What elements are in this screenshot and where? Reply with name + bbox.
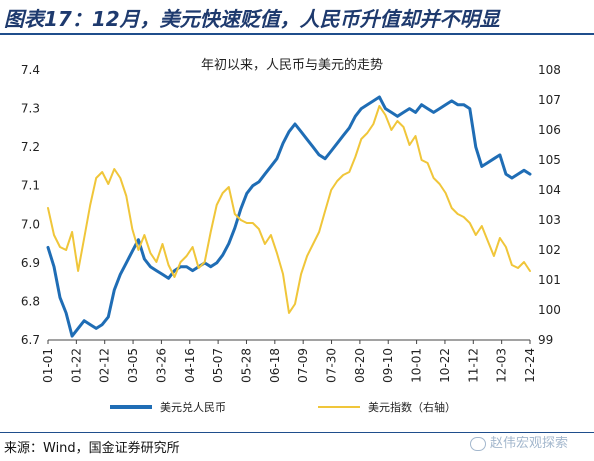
left-tick-label: 6.8 — [21, 294, 40, 308]
x-tick-label: 12-03 — [495, 348, 509, 383]
x-tick-label: 07-09 — [296, 348, 310, 383]
right-tick-label: 105 — [538, 153, 561, 167]
wechat-icon — [470, 436, 486, 451]
x-tick-label: 01-22 — [69, 348, 83, 383]
left-tick-label: 6.9 — [21, 256, 40, 270]
chart-title: 年初以来，人民币与美元的走势 — [201, 57, 383, 73]
source-note: 来源：Wind，国金证券研究所 — [4, 441, 180, 456]
left-tick-label: 7.3 — [21, 102, 40, 116]
x-axis: 01-01 01-22 02-12 03-05 03-26 04-16 05-07 05-28… — [41, 340, 537, 383]
x-tick-label: 04-16 — [183, 348, 197, 383]
x-tick-label: 02-12 — [98, 348, 112, 383]
x-tick-label: 08-20 — [353, 348, 367, 383]
x-tick-label: 03-05 — [126, 348, 140, 383]
right-tick-label: 102 — [538, 243, 561, 257]
line-chart: 年初以来，人民币与美元的走势 6.76.86.97.07.17.27.37.4 … — [21, 57, 561, 414]
legend-label: 美元兑人民币 — [160, 400, 226, 414]
left-tick-label: 6.7 — [21, 333, 40, 347]
right-tick-label: 108 — [538, 63, 561, 77]
series-lines — [46, 95, 532, 338]
x-tick-label: 07-30 — [325, 348, 339, 383]
x-tick-label: 03-26 — [154, 348, 168, 383]
legend: 美元兑人民币 美元指数（右轴） — [110, 400, 456, 414]
x-tick-label: 05-07 — [211, 348, 225, 383]
x-tick-label: 06-18 — [268, 348, 282, 383]
x-tick-label: 11-12 — [466, 348, 480, 383]
series-line-usd-index — [47, 105, 531, 314]
left-y-axis: 6.7 6.8 6.9 7.0 7.1 7.2 7.3 7.4 — [21, 63, 40, 347]
right-tick-label: 107 — [538, 93, 561, 107]
right-tick-label: 104 — [538, 183, 561, 197]
right-tick-label: 100 — [538, 303, 561, 317]
right-tick-label: 101 — [538, 273, 561, 287]
source-rule — [0, 432, 594, 433]
x-tick-label: 10-01 — [410, 348, 424, 383]
right-y-axis: 99 100 101 102 103 104 105 106 107 108 — [538, 63, 561, 347]
x-tick-label: 12-24 — [523, 348, 537, 383]
figure-title: 图表17：12月，美元快速贬值，人民币升值却并不明显 — [4, 7, 500, 31]
x-tick-label: 10-22 — [438, 348, 452, 383]
watermark: 赵伟宏观探索 — [470, 432, 568, 451]
legend-label: 美元指数（右轴） — [368, 400, 456, 414]
x-tick-label: 09-10 — [381, 348, 395, 383]
title-rule — [0, 33, 594, 35]
watermark-text: 赵伟宏观探索 — [490, 436, 569, 451]
right-tick-label: 99 — [538, 333, 553, 347]
series-line-usdcny — [46, 95, 532, 338]
x-tick-label: 01-01 — [41, 348, 55, 383]
left-tick-label: 7.2 — [21, 140, 40, 154]
x-tick-label: 05-28 — [239, 348, 253, 383]
right-tick-label: 106 — [538, 123, 561, 137]
right-tick-label: 103 — [538, 213, 561, 227]
left-tick-label: 7.4 — [21, 63, 40, 77]
left-tick-label: 7.0 — [21, 217, 40, 231]
left-tick-label: 7.1 — [21, 179, 40, 193]
